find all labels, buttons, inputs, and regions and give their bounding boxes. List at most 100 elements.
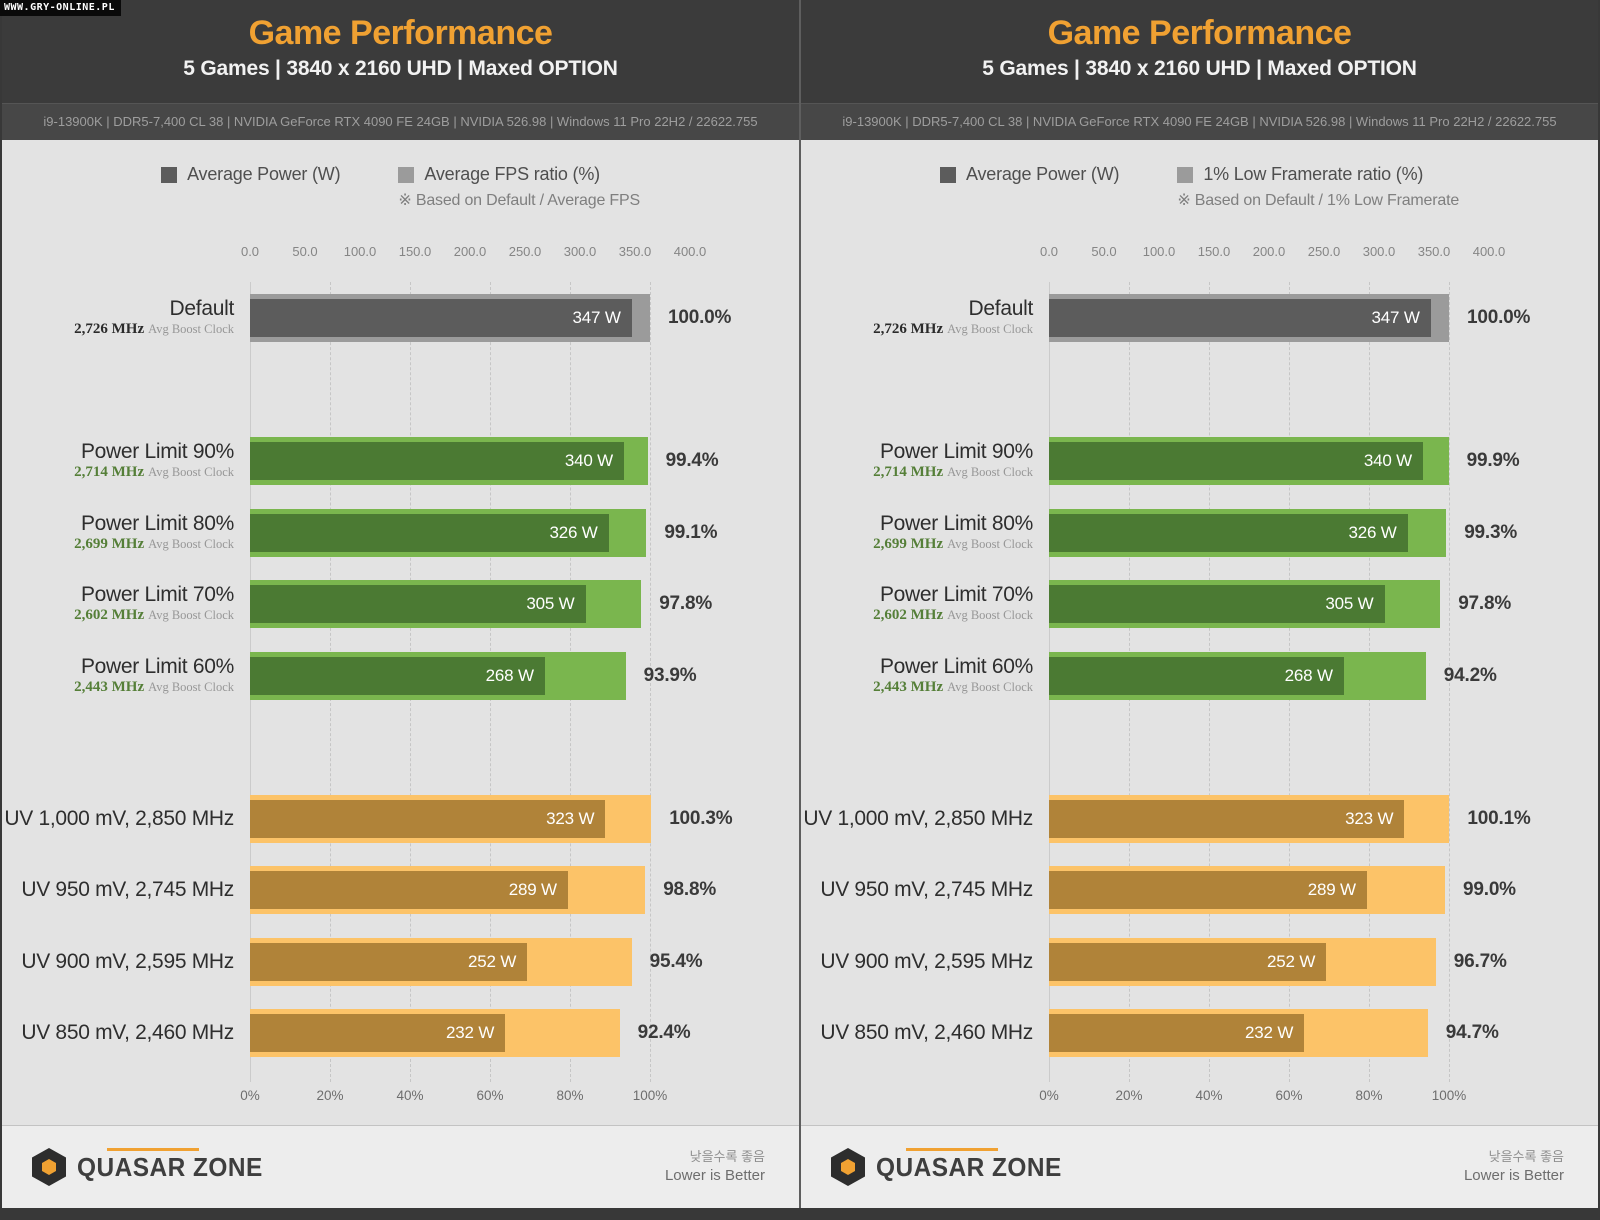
ratio-value-label: 99.1% [664, 522, 718, 543]
ratio-value-label: 94.7% [1445, 1022, 1499, 1043]
left-border [0, 0, 2, 1220]
ratio-value-label: 97.8% [1458, 593, 1512, 614]
row-label-text: UV 1,000 mV, 2,850 MHz [4, 806, 234, 830]
bottom-axis-ratio: 0% 20% 40% 60% 80% 100% [2, 1088, 799, 1106]
boost-clock-suffix: Avg Boost Clock [947, 322, 1033, 337]
row-label: Power Limit 90% 2,714 MHz Avg Boost Clock [2, 437, 234, 485]
top-axis-tick-label: 200.0 [1252, 244, 1286, 259]
top-axis-tick-label: 50.0 [292, 244, 318, 259]
bottom-axis-tick-label: 80% [1355, 1088, 1383, 1103]
row-label: UV 900 mV, 2,595 MHz [801, 938, 1033, 986]
panel-divider [799, 0, 801, 1220]
plot-area: Average Power (W) 1% Low Framerate ratio… [801, 140, 1598, 1125]
power-bar: 232 W [1049, 1014, 1305, 1052]
power-bar: 323 W [1049, 800, 1405, 838]
top-axis-tick-label: 100.0 [343, 244, 377, 259]
row-label: Default 2,726 MHz Avg Boost Clock [2, 294, 234, 342]
brand-name: QUASAR ZONE [876, 1151, 1062, 1182]
row-boost-clock: 2,714 MHz Avg Boost Clock [74, 464, 234, 481]
legend-note: ※ Based on Default / Average FPS [398, 192, 640, 209]
row-label: UV 950 mV, 2,745 MHz [801, 866, 1033, 914]
lower-note-korean: 낮을수록 좋음 [689, 1148, 765, 1164]
chart-panel-average-fps: Game Performance 5 Games | 3840 x 2160 U… [2, 0, 799, 1208]
row-label-text: Power Limit 90% [80, 439, 234, 463]
legend-swatch-ratio-icon [398, 166, 415, 183]
boost-clock-suffix: Avg Boost Clock [947, 537, 1033, 552]
top-axis-tick-label: 300.0 [1362, 244, 1396, 259]
logo-accent [107, 1147, 199, 1151]
legend-note: ※ Based on Default / 1% Low Framerate [1177, 192, 1460, 209]
row-label: Power Limit 70% 2,602 MHz Avg Boost Clock [2, 580, 234, 628]
ratio-value-label: 95.4% [649, 951, 703, 972]
lower-note-korean: 낮을수록 좋음 [1488, 1148, 1564, 1164]
legend-label-power: Average Power (W) [965, 164, 1120, 184]
plot-area: Average Power (W) Average FPS ratio (%) … [2, 140, 799, 1125]
lower-note-english: Lower is Better [1463, 1166, 1564, 1184]
lower-is-better-note: 낮을수록 좋음 Lower is Better [665, 1149, 765, 1185]
row-label: UV 900 mV, 2,595 MHz [2, 938, 234, 986]
bottom-axis-tick-label: 40% [396, 1088, 424, 1103]
power-bar: 305 W [1049, 585, 1385, 623]
bottom-axis-tick-label: 20% [1115, 1088, 1143, 1103]
row-label: Power Limit 90% 2,714 MHz Avg Boost Clock [801, 437, 1033, 485]
row-label-text: UV 950 mV, 2,745 MHz [820, 877, 1033, 901]
boost-clock-suffix: Avg Boost Clock [148, 322, 234, 337]
row-label: UV 1,000 mV, 2,850 MHz [801, 795, 1033, 843]
top-axis-power: 0.0 50.0 100.0 150.0 200.0 250.0 300.0 350.0 400… [2, 244, 799, 262]
ratio-value-label: 100.1% [1467, 808, 1531, 829]
system-specs-bar: i9-13900K | DDR5-7,400 CL 38 | NVIDIA Ge… [2, 103, 799, 140]
bar-row: UV 1,000 mV, 2,850 MHz 323 W 100.1% [801, 795, 1598, 843]
power-bar: 326 W [1049, 514, 1408, 552]
legend-item-power: Average Power (W) [161, 164, 341, 185]
ratio-value-label: 98.8% [663, 879, 717, 900]
top-axis-tick-label: 400.0 [1472, 244, 1506, 259]
ratio-value-label: 97.8% [659, 593, 713, 614]
bar-row: UV 900 mV, 2,595 MHz 252 W 96.7% [801, 938, 1598, 986]
hexagon-logo-icon [32, 1148, 66, 1186]
legend-label-ratio: Average FPS ratio (%) [424, 164, 600, 184]
chart-subtitle: 5 Games | 3840 x 2160 UHD | Maxed OPTION [982, 57, 1417, 81]
chart-subtitle: 5 Games | 3840 x 2160 UHD | Maxed OPTION [183, 57, 618, 81]
boost-clock-value: 2,714 MHz [873, 464, 944, 481]
power-bar: 340 W [1049, 442, 1423, 480]
chart-title: Game Performance [248, 14, 553, 52]
row-label: UV 950 mV, 2,745 MHz [2, 866, 234, 914]
lower-note-english: Lower is Better [664, 1166, 765, 1184]
top-axis-tick-label: 350.0 [1417, 244, 1451, 259]
boost-clock-value: 2,699 MHz [873, 536, 944, 553]
boost-clock-suffix: Avg Boost Clock [148, 465, 234, 480]
row-label-text: Power Limit 80% [879, 511, 1033, 535]
gridline [1449, 282, 1450, 1082]
boost-clock-value: 2,443 MHz [873, 679, 944, 696]
footer: QUASAR ZONE 낮을수록 좋음 Lower is Better [2, 1125, 799, 1208]
boost-clock-value: 2,714 MHz [74, 464, 145, 481]
system-specs-bar: i9-13900K | DDR5-7,400 CL 38 | NVIDIA Ge… [801, 103, 1598, 140]
hexagon-logo-icon [831, 1148, 865, 1186]
row-label: Power Limit 80% 2,699 MHz Avg Boost Clock [2, 509, 234, 557]
chart-header: Game Performance 5 Games | 3840 x 2160 U… [2, 0, 799, 103]
ratio-value-label: 96.7% [1453, 951, 1507, 972]
power-bar: 347 W [250, 299, 632, 337]
row-label-text: Power Limit 70% [879, 582, 1033, 606]
power-bar: 232 W [250, 1014, 506, 1052]
bar-row: Default 2,726 MHz Avg Boost Clock 347 W 100.… [801, 294, 1598, 342]
row-label: Power Limit 60% 2,443 MHz Avg Boost Clock [801, 652, 1033, 700]
row-boost-clock: 2,726 MHz Avg Boost Clock [74, 321, 234, 338]
row-label: Power Limit 60% 2,443 MHz Avg Boost Clock [2, 652, 234, 700]
legend-ratio-group: Average FPS ratio (%) ※ Based on Default… [398, 164, 640, 210]
boost-clock-value: 2,726 MHz [74, 321, 145, 338]
row-boost-clock: 2,699 MHz Avg Boost Clock [873, 536, 1033, 553]
boost-clock-value: 2,699 MHz [74, 536, 145, 553]
ratio-value-label: 100.0% [1467, 307, 1531, 328]
legend-item-power: Average Power (W) [939, 164, 1120, 185]
bottom-axis-tick-label: 40% [1195, 1088, 1223, 1103]
power-bar: 268 W [1049, 657, 1344, 695]
bar-row: UV 900 mV, 2,595 MHz 252 W 95.4% [2, 938, 799, 986]
top-axis-tick-label: 250.0 [1307, 244, 1341, 259]
top-axis-tick-label: 0.0 [1039, 244, 1059, 259]
row-label-text: Power Limit 60% [879, 654, 1033, 678]
top-axis-tick-label: 150.0 [1197, 244, 1231, 259]
ratio-value-label: 93.9% [643, 665, 697, 686]
watermark: WWW.GRY-ONLINE.PL [0, 0, 121, 16]
